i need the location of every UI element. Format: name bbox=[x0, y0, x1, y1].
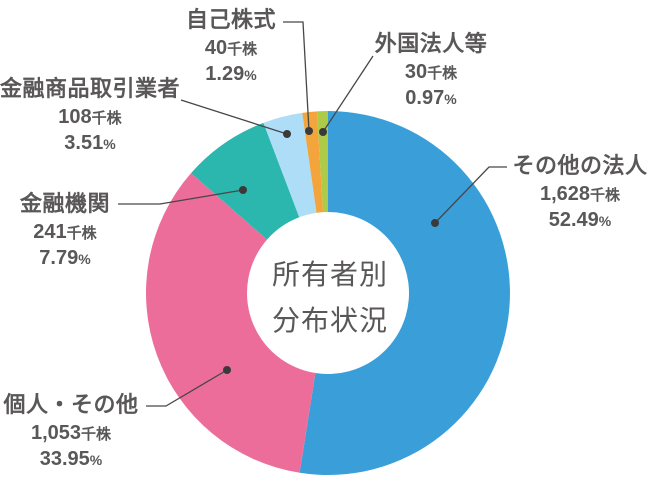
percent-value: 0.97 bbox=[405, 87, 445, 109]
share-percent: 33.95% bbox=[0, 447, 142, 473]
category-name: 個人・その他 bbox=[3, 392, 139, 417]
label-financial-institutions: 金融機関 241千株 7.79% bbox=[0, 190, 130, 272]
leader-line-foreign-corporations bbox=[322, 55, 374, 133]
leader-dot-securities-dealers bbox=[283, 130, 291, 138]
category-name: 外国法人等 bbox=[374, 31, 488, 56]
share-count: 40千株 bbox=[157, 36, 305, 62]
slice-individuals-others bbox=[146, 173, 316, 473]
leader-line-individuals-others bbox=[146, 369, 228, 407]
category-name: その他の法人 bbox=[512, 153, 648, 178]
percent-value: 1.29 bbox=[205, 63, 245, 85]
share-unit: 千株 bbox=[91, 110, 122, 127]
donut-center-title: 所有者別 分布状況 bbox=[230, 252, 430, 344]
leader-dot-treasury-stock bbox=[305, 127, 313, 135]
leader-dot-individuals-others bbox=[223, 366, 231, 374]
share-unit: 千株 bbox=[427, 65, 458, 82]
share-percent: 7.79% bbox=[0, 246, 130, 272]
percent-sign: % bbox=[244, 67, 257, 83]
share-count: 241千株 bbox=[0, 220, 130, 246]
share-percent: 52.49% bbox=[498, 208, 650, 234]
label-other-corporations: その他の法人 1,628千株 52.49% bbox=[498, 152, 650, 234]
share-count: 108千株 bbox=[0, 105, 180, 131]
share-value: 108 bbox=[58, 106, 92, 128]
percent-value: 3.51 bbox=[64, 132, 104, 154]
share-count: 30千株 bbox=[357, 60, 505, 86]
percent-value: 33.95 bbox=[39, 448, 90, 470]
share-unit: 千株 bbox=[590, 187, 621, 204]
percent-value: 52.49 bbox=[548, 209, 599, 231]
category-name: 金融機関 bbox=[19, 191, 110, 216]
share-unit: 千株 bbox=[81, 426, 112, 443]
share-value: 1,628 bbox=[539, 183, 591, 205]
category-name: 自己株式 bbox=[185, 7, 276, 32]
slice-other-corporations bbox=[299, 111, 510, 475]
share-count: 1,628千株 bbox=[498, 182, 650, 208]
share-percent: 1.29% bbox=[157, 62, 305, 88]
share-value: 241 bbox=[33, 221, 67, 243]
percent-sign: % bbox=[103, 136, 116, 152]
share-percent: 3.51% bbox=[0, 131, 180, 157]
label-foreign-corporations: 外国法人等 30千株 0.97% bbox=[357, 30, 505, 112]
percent-value: 7.79 bbox=[39, 247, 79, 269]
slice-treasury-stock bbox=[302, 111, 324, 213]
share-unit: 千株 bbox=[66, 225, 97, 242]
slice-financial-institutions bbox=[191, 122, 300, 240]
share-percent: 0.97% bbox=[357, 86, 505, 112]
slice-foreign-corporations bbox=[316, 111, 328, 213]
percent-sign: % bbox=[598, 213, 612, 229]
share-value: 30 bbox=[404, 61, 428, 83]
label-securities-dealers: 金融商品取引業者 108千株 3.51% bbox=[0, 75, 180, 157]
percent-sign: % bbox=[89, 452, 103, 468]
center-title-line1: 所有者別 bbox=[271, 259, 388, 290]
share-unit: 千株 bbox=[227, 41, 258, 58]
category-name: 金融商品取引業者 bbox=[0, 76, 181, 101]
leader-dot-other-corporations bbox=[431, 219, 439, 227]
share-count: 1,053千株 bbox=[0, 421, 142, 447]
label-treasury-stock: 自己株式 40千株 1.29% bbox=[157, 6, 305, 88]
leader-dot-foreign-corporations bbox=[319, 128, 327, 136]
leader-line-other-corporations bbox=[434, 166, 507, 224]
slice-securities-dealers bbox=[263, 112, 317, 218]
percent-sign: % bbox=[444, 91, 457, 107]
leader-dot-financial-institutions bbox=[239, 186, 247, 194]
leader-line-financial-institutions bbox=[118, 189, 244, 205]
leader-line-treasury-stock bbox=[283, 21, 310, 132]
percent-sign: % bbox=[78, 251, 91, 267]
share-value: 40 bbox=[204, 37, 228, 59]
center-title-line2: 分布状況 bbox=[271, 305, 388, 336]
label-individuals-others: 個人・その他 1,053千株 33.95% bbox=[0, 391, 142, 473]
share-value: 1,053 bbox=[30, 422, 82, 444]
leader-line-securities-dealers bbox=[180, 99, 288, 135]
